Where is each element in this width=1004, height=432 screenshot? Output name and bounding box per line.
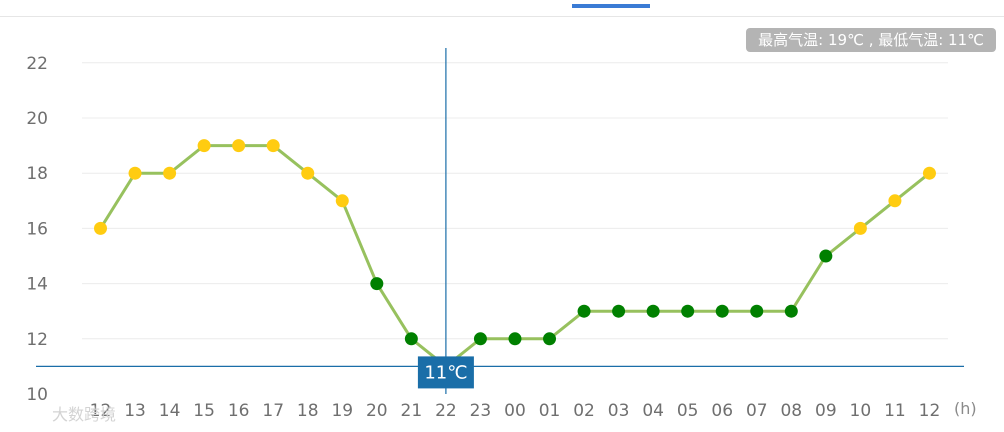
y-tick-label: 16: [26, 219, 48, 239]
watermark-text: 大数跨境: [52, 405, 116, 424]
x-tick-label: 01: [539, 401, 561, 421]
y-tick-label: 12: [26, 330, 48, 350]
data-point: [646, 304, 660, 318]
data-point: [266, 139, 280, 153]
y-tick-label: 22: [26, 54, 48, 74]
x-tick-label: 22: [435, 401, 457, 421]
active-tab-indicator: [572, 4, 650, 8]
data-point: [715, 304, 729, 318]
x-tick-label: 09: [815, 401, 837, 421]
data-point: [335, 194, 349, 208]
data-point: [197, 139, 211, 153]
x-tick-label: 20: [366, 401, 388, 421]
crosshair: [36, 48, 964, 394]
x-tick-label: 02: [573, 401, 595, 421]
y-tick-label: 20: [26, 109, 48, 129]
x-tick-label: 10: [850, 401, 872, 421]
y-tick-label: 10: [26, 385, 48, 405]
data-point: [163, 166, 177, 180]
data-point: [404, 332, 418, 346]
data-point: [853, 221, 867, 235]
x-unit-label: (h): [954, 399, 977, 418]
data-point: [301, 166, 315, 180]
data-point: [473, 332, 487, 346]
x-tick-label: 19: [331, 401, 353, 421]
data-point: [750, 304, 764, 318]
y-tick-label: 14: [26, 275, 48, 295]
data-point: [370, 277, 384, 291]
data-points: [94, 139, 936, 373]
data-point: [681, 304, 695, 318]
x-tick-label: 08: [780, 401, 802, 421]
data-point: [94, 221, 107, 235]
tooltip-value: 11℃: [424, 362, 467, 383]
temperature-summary-badge: 最高气温: 19℃ , 最低气温: 11℃: [746, 28, 996, 52]
x-tick-label: 17: [262, 401, 284, 421]
x-tick-label: 06: [711, 401, 733, 421]
data-point: [888, 194, 902, 208]
data-point: [232, 139, 246, 153]
tooltip-background: [417, 356, 474, 389]
x-tick-label: 05: [677, 401, 699, 421]
x-tick-label: 21: [401, 401, 423, 421]
x-tick-label: 23: [470, 401, 492, 421]
x-tick-label: 18: [297, 401, 319, 421]
x-tick-label: 16: [228, 401, 250, 421]
x-tick-label: 04: [642, 401, 664, 421]
data-point: [128, 166, 142, 180]
x-tick-label: 14: [159, 401, 181, 421]
x-axis-ticks: 12 13 14 15 16 17 18 19 20 21 22 23 00 01 02 03 04 05 06 07…: [90, 401, 941, 421]
data-point: [508, 332, 522, 346]
y-tick-label: 18: [26, 164, 48, 184]
data-point: [612, 304, 626, 318]
x-tick-label: 00: [504, 401, 526, 421]
data-point: [543, 332, 557, 346]
crosshair-value-tooltip: 11℃: [417, 356, 474, 389]
top-divider: [0, 16, 1004, 17]
data-point: [819, 249, 833, 263]
x-tick-label: 07: [746, 401, 768, 421]
data-point: [784, 304, 798, 318]
x-tick-label: 13: [124, 401, 146, 421]
x-tick-label: 11: [884, 401, 906, 421]
x-tick-label: 03: [608, 401, 630, 421]
x-tick-label: 15: [193, 401, 215, 421]
data-point: [577, 304, 591, 318]
y-axis-ticks: 10 12 14 16 18 20 22: [26, 54, 48, 405]
data-point: [922, 166, 936, 180]
gridlines: [82, 62, 948, 340]
x-tick-label: 12: [90, 401, 112, 421]
x-tick-label: 12: [919, 401, 941, 421]
